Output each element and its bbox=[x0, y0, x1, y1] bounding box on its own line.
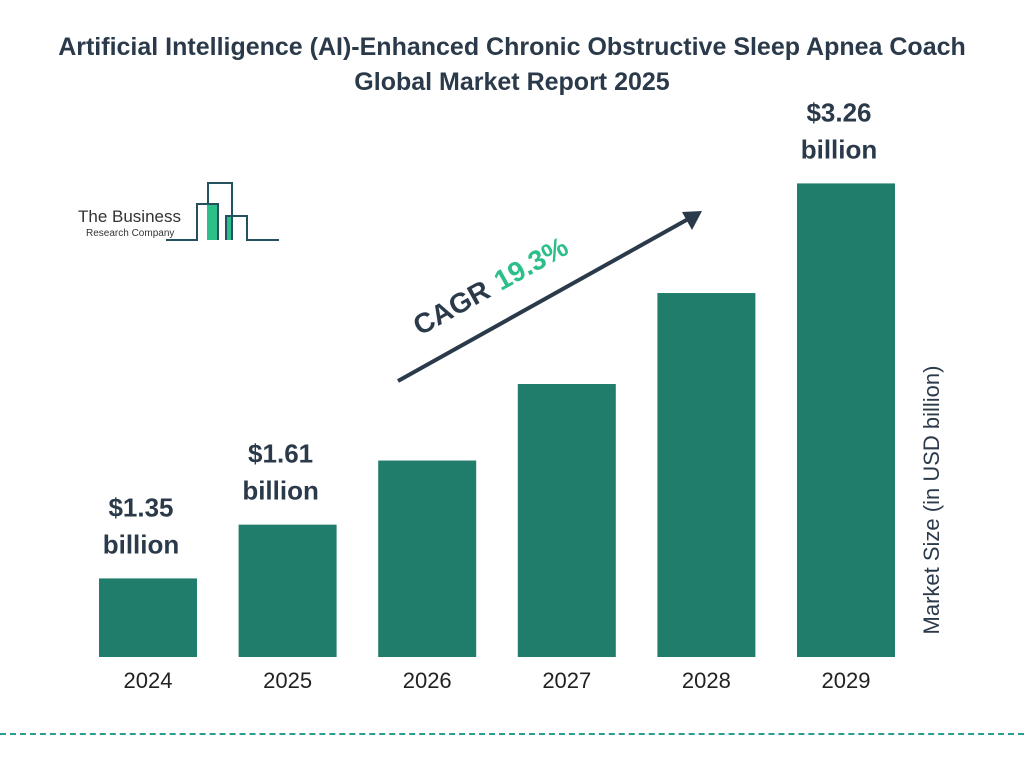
cagr-label: CAGR bbox=[408, 274, 495, 341]
data-label: billion bbox=[801, 134, 878, 164]
x-tick-label: 2026 bbox=[403, 668, 452, 693]
svg-text:CAGR19.3%: CAGR19.3% bbox=[408, 231, 573, 341]
divider bbox=[0, 733, 1024, 735]
logo-line1: The Business bbox=[78, 207, 181, 226]
cagr-value: 19.3% bbox=[489, 231, 574, 297]
data-label: $1.35 bbox=[108, 492, 173, 522]
y-axis-label: Market Size (in USD billion) bbox=[919, 365, 944, 635]
data-label: $3.26 bbox=[806, 97, 871, 127]
bar-2027 bbox=[517, 384, 616, 657]
x-tick-label: 2025 bbox=[263, 668, 312, 693]
data-label: billion bbox=[242, 476, 319, 506]
data-label: $1.61 bbox=[248, 439, 313, 469]
arrow-head-icon bbox=[682, 211, 702, 230]
x-tick-label: 2028 bbox=[682, 668, 731, 693]
x-tick-label: 2027 bbox=[542, 668, 591, 693]
chart-title: Artificial Intelligence (AI)-Enhanced Ch… bbox=[58, 33, 966, 96]
cagr-annotation: CAGR19.3% bbox=[397, 211, 702, 383]
bar-2025 bbox=[238, 524, 337, 657]
x-tick-label: 2024 bbox=[124, 668, 173, 693]
bar-2024 bbox=[99, 578, 197, 657]
bar-2029 bbox=[797, 183, 895, 657]
bar-2026 bbox=[378, 460, 477, 657]
bar-2028 bbox=[657, 293, 756, 657]
logo-line2: Research Company bbox=[86, 228, 174, 239]
x-tick-label: 2029 bbox=[822, 668, 871, 693]
data-label: billion bbox=[103, 529, 180, 559]
logo: The Business Research Company bbox=[78, 182, 279, 241]
